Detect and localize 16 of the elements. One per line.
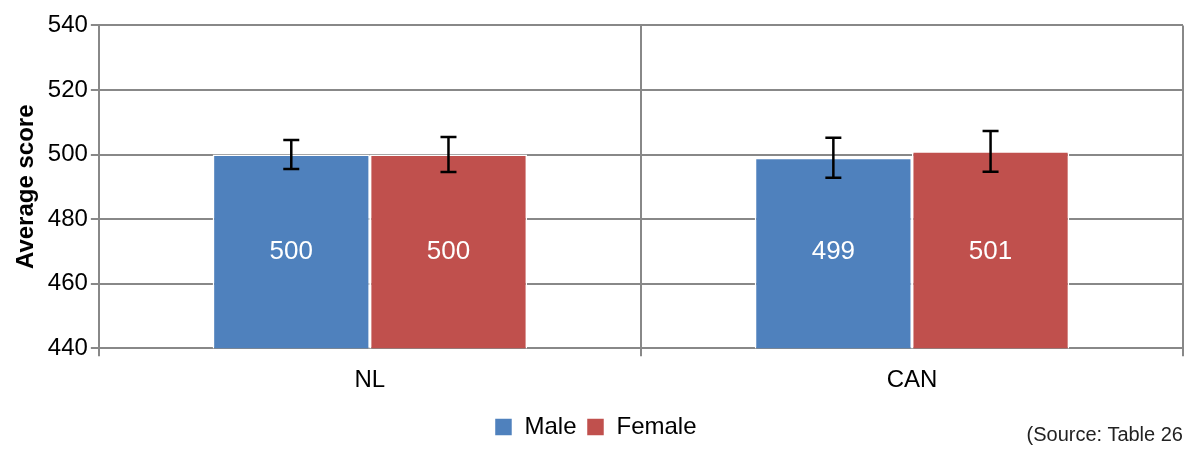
x-tick-label: NL bbox=[354, 365, 386, 393]
data-label: 499 bbox=[811, 234, 856, 265]
y-axis-title: Average score bbox=[11, 104, 39, 270]
y-tick-label: 460 bbox=[47, 268, 88, 296]
data-label: 500 bbox=[426, 234, 471, 265]
y-tick-label: 440 bbox=[47, 332, 88, 360]
y-tick-label: 480 bbox=[47, 203, 88, 231]
y-tick-label: 500 bbox=[47, 139, 88, 167]
x-tick-label: CAN bbox=[886, 365, 938, 393]
y-tick-label: 520 bbox=[47, 74, 88, 102]
legend-label: Male bbox=[524, 411, 577, 439]
text: (Source: Table 26 bbox=[1026, 422, 1183, 445]
y-tick-label: 540 bbox=[47, 10, 88, 38]
data-label: 501 bbox=[968, 234, 1013, 265]
data-label: 500 bbox=[269, 234, 313, 265]
legend-label: Female bbox=[616, 411, 697, 439]
